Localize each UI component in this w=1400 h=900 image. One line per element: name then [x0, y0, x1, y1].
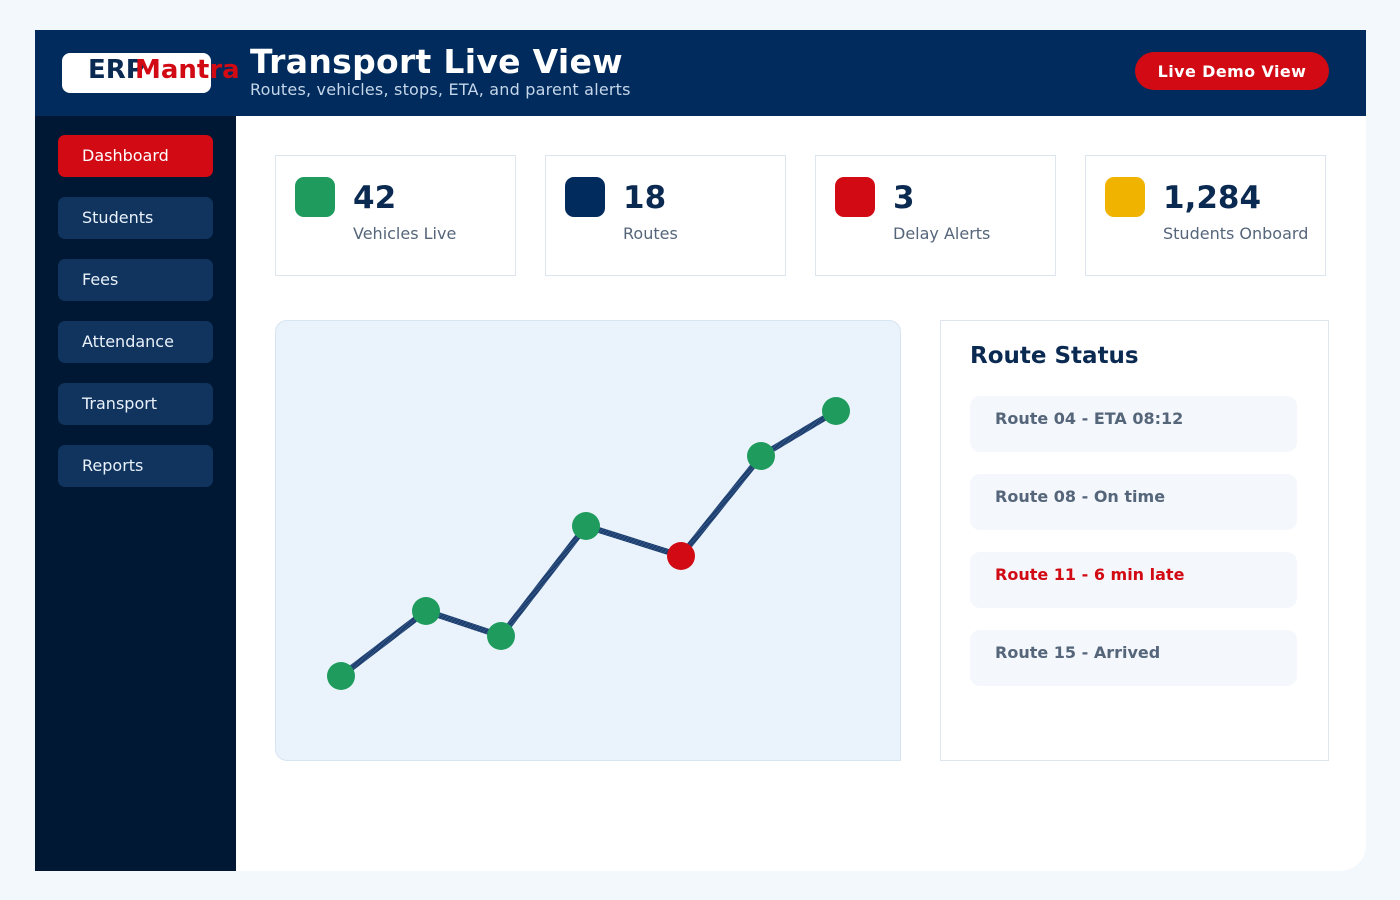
stat-card-students-onboard: 1,284 Students Onboard [1085, 155, 1326, 276]
logo-text-mantra: Mantra [135, 55, 240, 85]
stat-value: 42 [353, 180, 397, 216]
route-map-canvas [327, 397, 850, 690]
stat-value: 1,284 [1163, 180, 1262, 216]
sidebar-item-students[interactable]: Students [58, 197, 213, 239]
route-stop-marker[interactable] [327, 662, 355, 690]
stat-color-swatch [565, 177, 605, 217]
stat-label: Vehicles Live [353, 224, 457, 243]
route-stop-marker[interactable] [822, 397, 850, 425]
top-header: ERP Mantra Transport Live View Routes, v… [35, 30, 1366, 116]
brand-logo[interactable]: ERP Mantra [62, 53, 240, 93]
stat-card-routes: 18 Routes [545, 155, 786, 276]
live-demo-view-button[interactable]: Live Demo View [1135, 52, 1329, 90]
stat-value: 18 [623, 180, 667, 216]
sidebar-item-attendance[interactable]: Attendance [58, 321, 213, 363]
sidebar-item-fees[interactable]: Fees [58, 259, 213, 301]
stat-value: 3 [893, 180, 915, 216]
route-status-item[interactable]: Route 04 - ETA 08:12 [970, 396, 1297, 452]
route-status-title: Route Status [970, 343, 1139, 369]
route-stop-marker[interactable] [487, 622, 515, 650]
app-window: ERP Mantra Transport Live View Routes, v… [35, 30, 1366, 871]
route-stop-marker[interactable] [412, 597, 440, 625]
stat-label: Routes [623, 224, 678, 243]
sidebar-item-dashboard[interactable]: Dashboard [58, 135, 213, 177]
route-stop-marker-delayed[interactable] [667, 542, 695, 570]
stat-label: Students Onboard [1163, 224, 1309, 243]
stat-color-swatch [835, 177, 875, 217]
stat-color-swatch [1105, 177, 1145, 217]
route-status-item[interactable]: Route 15 - Arrived [970, 630, 1297, 686]
stat-label: Delay Alerts [893, 224, 991, 243]
route-stop-marker[interactable] [572, 512, 600, 540]
page-title: Transport Live View [250, 42, 623, 81]
sidebar-item-transport[interactable]: Transport [58, 383, 213, 425]
sidebar-item-reports[interactable]: Reports [58, 445, 213, 487]
route-status-panel: Route Status Route 04 - ETA 08:12 Route … [940, 320, 1329, 761]
route-status-item-alert[interactable]: Route 11 - 6 min late [970, 552, 1297, 608]
live-route-map[interactable] [275, 320, 901, 761]
page-subtitle: Routes, vehicles, stops, ETA, and parent… [250, 80, 631, 99]
route-status-item[interactable]: Route 08 - On time [970, 474, 1297, 530]
stat-color-swatch [295, 177, 335, 217]
sidebar: Dashboard Students Fees Attendance Trans… [35, 116, 236, 871]
route-stop-marker[interactable] [747, 442, 775, 470]
logo-text-erp: ERP [88, 55, 145, 85]
stat-card-vehicles-live: 42 Vehicles Live [275, 155, 516, 276]
stat-card-delay-alerts: 3 Delay Alerts [815, 155, 1056, 276]
